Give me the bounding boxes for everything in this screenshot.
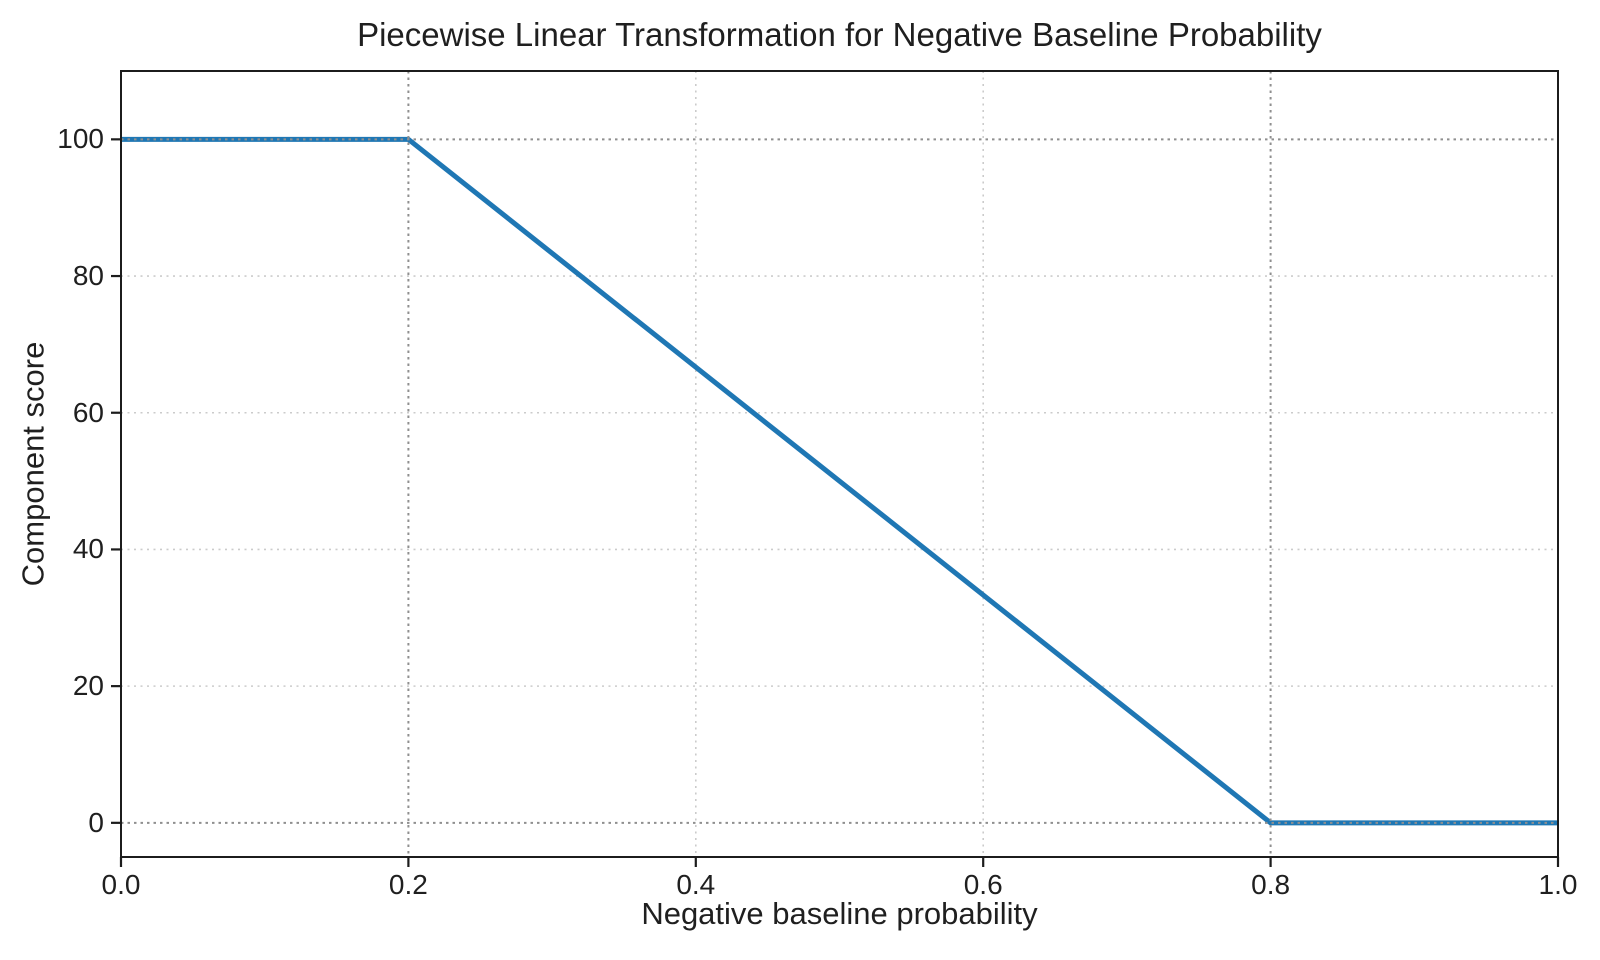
y-tick-label: 20 [72,670,104,702]
x-tick-label: 0.2 [388,869,428,900]
x-tick-label: 0.0 [101,869,141,900]
y-tick-label: 40 [72,533,104,565]
x-tick-label: 0.4 [676,869,716,900]
x-tick-label: 0.8 [1251,869,1291,900]
x-axis-label: Negative baseline probability [641,896,1038,931]
axes-frame [120,70,1559,858]
series-line-component-score [121,136,1558,826]
y-tick-label: 80 [72,260,104,292]
x-tick-label: 1.0 [1538,869,1578,900]
chart-title: Piecewise Linear Transformation for Nega… [357,16,1322,53]
y-tick-label: 100 [57,123,104,155]
y-tick-label: 0 [88,806,104,838]
x-tick-label: 0.6 [963,869,1003,900]
y-tick-label: 60 [72,396,104,428]
